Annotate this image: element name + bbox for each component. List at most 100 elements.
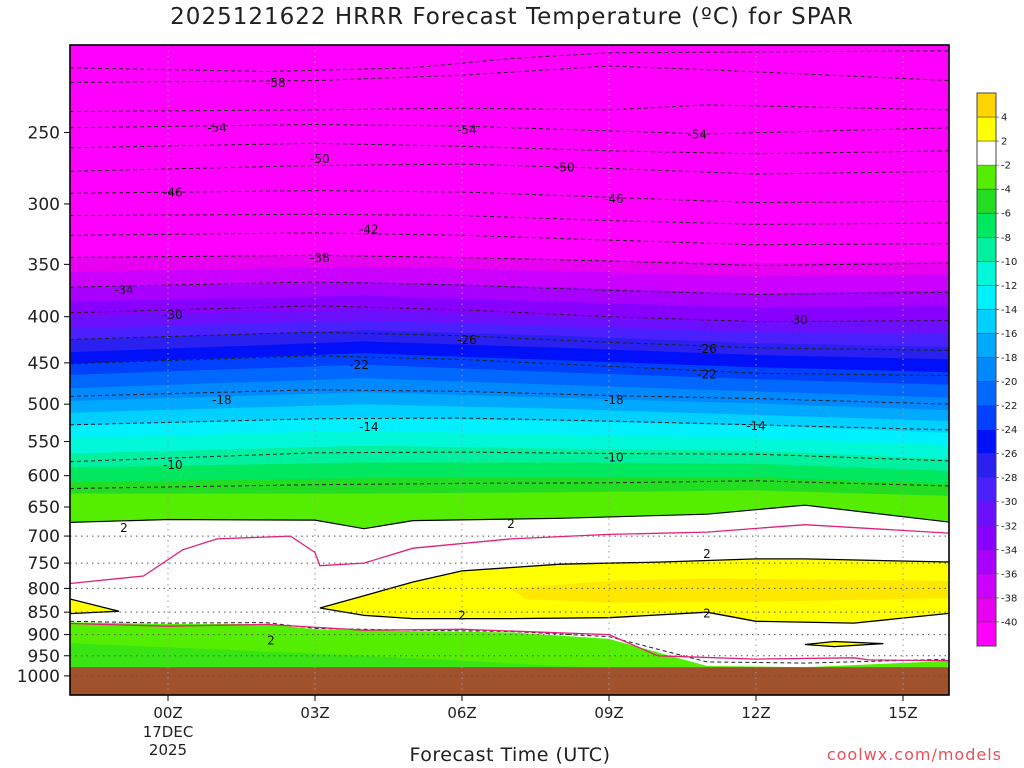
colorbar-frame: [976, 92, 997, 647]
warm-edge-left: [70, 598, 120, 615]
colorbar-tick-label: 4: [1001, 113, 1007, 124]
plot-area: -58 -54 -54 -54 -50 -50 -46 -46 -42 -38 -34 -30 30 -2…: [70, 45, 949, 695]
contour-label: -42: [359, 223, 379, 237]
contour-label: -22: [349, 358, 369, 372]
y-tick-label: 650: [28, 498, 60, 518]
grid-lines: [70, 45, 949, 695]
isotherm-dashed-10: [70, 281, 949, 296]
contour-label: -54: [207, 121, 227, 135]
contour-label: -26: [697, 342, 717, 356]
colorbar-tick-label: -30: [1001, 497, 1017, 508]
warm-pocket: [804, 640, 884, 648]
isotherm-zero-upper: [70, 524, 949, 585]
y-tick-label: 300: [28, 195, 60, 215]
isotherm-dashed-7: [70, 213, 949, 225]
plot-frame: [69, 44, 950, 696]
colorbar-tick-label: -16: [1001, 329, 1017, 340]
colorbar-tick-label: -2: [1001, 161, 1011, 172]
contour-label: -34: [114, 283, 134, 297]
y-tick-label: 550: [28, 433, 60, 453]
contour-label: 2: [703, 607, 711, 621]
colorbar-swatch: [977, 501, 996, 527]
isotherm-dashed-1: [70, 65, 949, 83]
colorbar-swatch: [977, 573, 996, 599]
isotherm-dashed-3: [70, 123, 949, 135]
x-tick-label: 03Z: [300, 704, 329, 722]
contour-label: -58: [266, 76, 286, 90]
colorbar-tick-label: -18: [1001, 353, 1017, 364]
ground-layer: [70, 667, 949, 695]
site-credit: coolwx.com/models: [826, 745, 1002, 764]
contour-label: -22: [697, 368, 717, 382]
colorbar-swatch: [977, 237, 996, 262]
x-tick-label: 06Z: [447, 704, 476, 722]
isotherm-dashed-9: [70, 254, 949, 267]
y-tick-label: 450: [28, 354, 60, 374]
isotherm-dashed-5: [70, 163, 949, 175]
y-tick-label: 900: [28, 626, 60, 646]
colorbar-tick-label: -32: [1001, 521, 1017, 532]
x-axis-label: Forecast Time (UTC): [409, 744, 611, 766]
y-tick-label: 500: [28, 395, 60, 415]
colorbar-swatch: [977, 333, 996, 358]
contour-label: -50: [555, 160, 575, 174]
colorbar-tick-label: -24: [1001, 425, 1017, 436]
colorbar-tick-label: -26: [1001, 449, 1017, 460]
colorbar: 4 2 -2 -4 -6 -8 -10 -12 -14 -16 -18 -20 -22 -24 -26 -28…: [976, 92, 1017, 647]
isotherm-minus2: [70, 504, 949, 530]
isotherm-dashed-16: [70, 451, 949, 463]
y-tick-label: 350: [28, 255, 60, 275]
contour-label: 30: [792, 313, 807, 327]
contour-label: -26: [457, 333, 477, 347]
contour-label: -10: [604, 450, 624, 464]
colorbar-swatch: [977, 213, 996, 238]
colorbar-tick-label: -40: [1001, 617, 1017, 628]
contour-label: 2: [120, 521, 128, 535]
y-tick-label: 600: [28, 467, 60, 487]
contour-label: -38: [310, 251, 330, 265]
colorbar-swatch: [977, 381, 996, 407]
colorbar-swatch: [977, 117, 996, 142]
y-tick-label: 800: [28, 579, 60, 599]
isotherm-dashed-2: [70, 104, 949, 112]
x-date-label: 17DEC: [143, 723, 194, 741]
colorbar-tick-label: -20: [1001, 377, 1017, 388]
x-tick-label: 09Z: [594, 704, 623, 722]
warm-layer: [70, 558, 949, 672]
colorbar-swatch: [977, 453, 996, 479]
colorbar-swatch: [977, 189, 996, 214]
isotherm-dashed-13: [70, 355, 949, 377]
contour-label: -54: [457, 123, 477, 137]
isotherm-dashed-4: [70, 142, 949, 155]
contour-label: -18: [212, 393, 232, 407]
colorbar-tick-label: -22: [1001, 401, 1017, 412]
contour-label: -54: [687, 128, 707, 142]
contour-label: 2: [507, 517, 515, 531]
colorbar-swatch: [977, 549, 996, 575]
colorbar-tick-label: -14: [1001, 305, 1017, 316]
colorbar-swatch: [977, 477, 996, 503]
colorbar-tick-label: -12: [1001, 281, 1017, 292]
x-tick-label: 15Z: [888, 704, 917, 722]
contour-label: -10: [163, 458, 183, 472]
colorbar-swatch: [977, 525, 996, 551]
contour-label: -46: [163, 185, 183, 199]
colorbar-tick-label: -8: [1001, 233, 1011, 244]
contour-label: -18: [604, 393, 624, 407]
y-tick-label: 850: [28, 603, 60, 623]
warm-core-above-4: [511, 578, 949, 603]
contour-label: -14: [746, 419, 766, 433]
contour-label: -46: [604, 192, 624, 206]
colorbar-tick-label: -6: [1001, 209, 1011, 220]
colorbar-tick-label: -38: [1001, 593, 1017, 604]
y-tick-label: 400: [28, 308, 60, 328]
isotherm-dashed-17: [70, 480, 949, 489]
colorbar-swatch: [977, 597, 996, 623]
y-axis: 250 300 350 400 450 500 550 600 650 700 750 800 850 9…: [17, 123, 70, 687]
contour-label: 2: [267, 633, 275, 647]
isotherm-dashed-14: [70, 389, 949, 405]
x-date-label: 2025: [149, 741, 187, 759]
isotherm-dashed-6: [70, 190, 949, 204]
